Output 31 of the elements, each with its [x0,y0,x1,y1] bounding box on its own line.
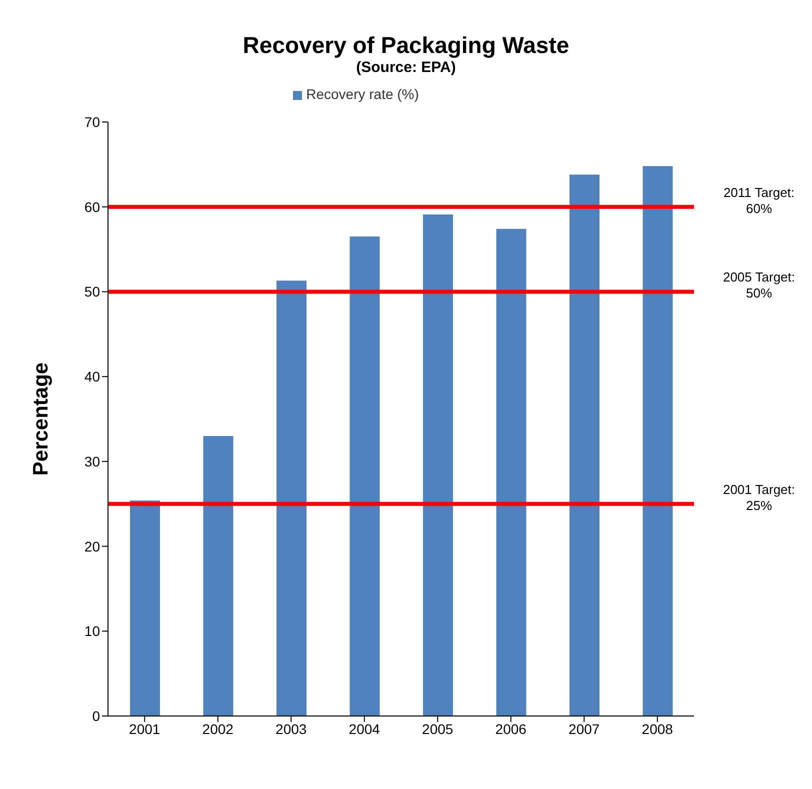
y-tick-label: 40 [84,368,100,385]
y-tick-label: 60 [84,198,100,215]
bar [570,174,600,716]
x-tick-label: 2003 [276,720,307,737]
y-tick-label: 20 [84,538,100,554]
y-tick-label: 30 [84,453,100,470]
bar [423,214,453,716]
bar [276,280,306,716]
ref-line-label: 2005 Target: 50% [722,270,796,301]
x-tick-label: 2005 [422,720,454,737]
bar [496,228,526,716]
chart-subtitle: (Source: EPA) [355,59,457,76]
x-tick-label: 2004 [348,720,380,737]
x-tick-label: 2002 [202,720,234,737]
y-tick-label: 0 [92,708,100,724]
x-tick-label: 2007 [568,720,600,737]
ref-line-label: 2001 Target: 25% [722,482,796,513]
legend-label: Recovery rate (%) [306,86,419,102]
y-axis-title: Percentage [29,362,52,476]
x-tick-label: 2001 [129,720,160,737]
x-tick-label: 2008 [642,720,674,737]
bar [203,436,234,716]
y-tick-label: 10 [84,623,100,640]
bar [130,500,160,716]
y-tick-label: 70 [84,114,100,130]
bar [642,166,673,716]
x-tick-label: 2006 [495,720,527,737]
chart-title: Recovery of Packaging Waste [242,31,570,59]
y-tick-label: 50 [84,284,100,300]
ref-line-label: 2011 Target: 60% [723,184,795,216]
bar [350,236,380,716]
